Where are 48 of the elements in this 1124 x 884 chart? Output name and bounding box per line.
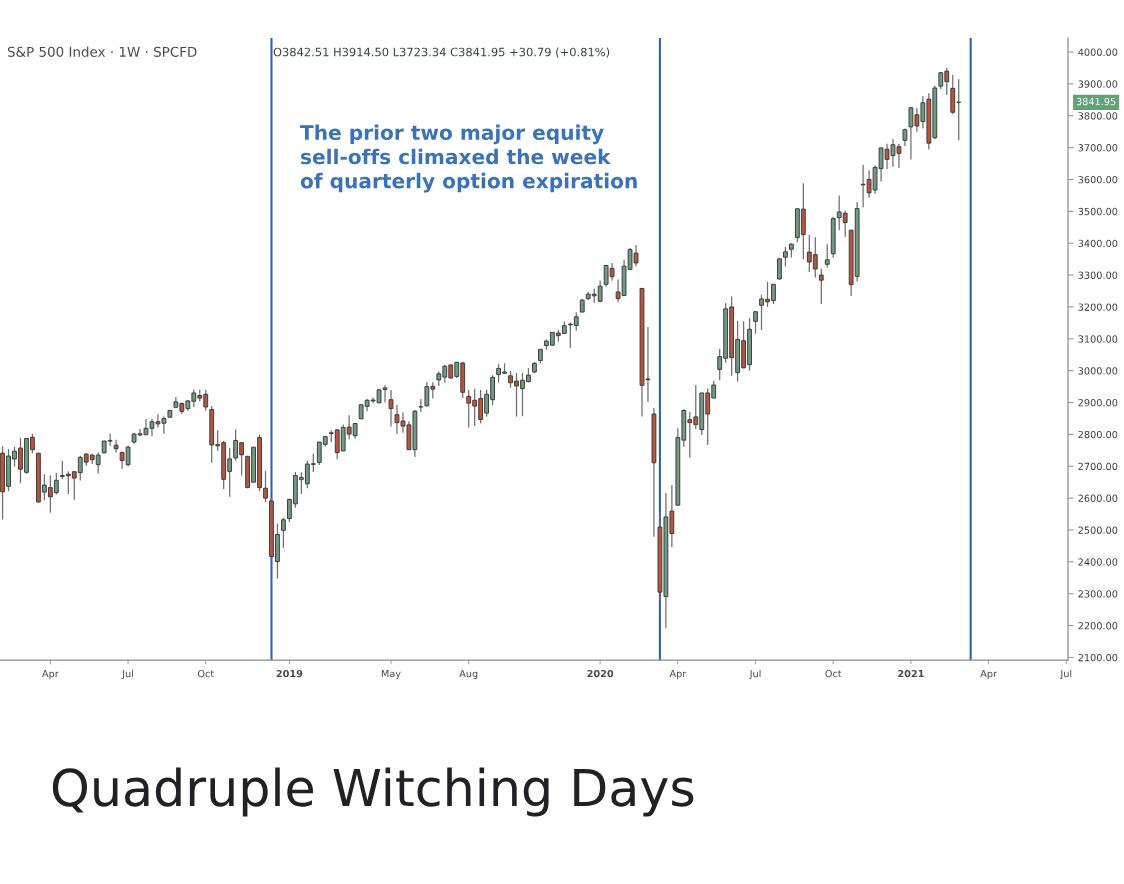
x-tick-label: Apr [980, 670, 998, 680]
candlestick [388, 389, 394, 428]
y-tick-label: 2400.00 [1078, 558, 1118, 566]
annotation: O3842.51 H3914.50 L3723.34 C3841.95 +30.79 (+0.81%) [273, 47, 610, 58]
y-tick-label: 2300.00 [1078, 590, 1118, 598]
y-tick-label: 3300.00 [1078, 271, 1118, 279]
x-tick-label: Jul [749, 669, 761, 680]
y-tick-label: 3400.00 [1078, 239, 1118, 248]
x-tick-label: May [381, 670, 401, 680]
candlestick [113, 439, 119, 454]
y-tick-label: 2600.00 [1078, 494, 1118, 502]
y-tick-label: 4000.00 [1078, 48, 1118, 56]
y-tick-label: 3900.00 [1078, 80, 1118, 88]
annotation: The prior two major equity sell-offs climaxed the week of quarterly option expiration [300, 124, 637, 193]
y-tick-label: 2500.00 [1078, 526, 1118, 534]
candlestick [753, 310, 758, 335]
y-tick-label: 3500.00 [1078, 207, 1118, 216]
x-tick-label: Apr [669, 670, 687, 680]
x-tick-label: 2019 [276, 669, 303, 678]
y-tick-label: 3600.00 [1078, 175, 1118, 184]
candlestick [418, 398, 424, 413]
candlestick [783, 246, 788, 268]
candlestick [777, 257, 782, 281]
y-tick-label: 2200.00 [1078, 622, 1118, 630]
candlestick [824, 243, 830, 269]
x-tick-label: Jul [1059, 669, 1072, 680]
y-tick-label: 3000.00 [1078, 367, 1118, 375]
y-tick-label: 3700.00 [1078, 144, 1118, 152]
x-tick-label: Jul [121, 669, 134, 680]
x-tick-label: 2021 [898, 669, 924, 678]
text: Quadruple Witching Days [52, 767, 694, 817]
candlestick [281, 517, 286, 549]
candlestick [263, 470, 268, 503]
y-tick-label: 2800.00 [1078, 430, 1118, 439]
x-tick-label: Oct [197, 669, 214, 678]
x-tick-label: Oct [825, 669, 842, 678]
candlestick [818, 268, 824, 305]
x-tick-label: Aug [459, 670, 478, 680]
y-tick-label: 3800.00 [1078, 112, 1118, 120]
x-tick-label: 2020 [587, 669, 614, 678]
text: 3841.95 [1076, 97, 1116, 106]
text: S&P 500 Index · 1W · SPCFD [7, 46, 197, 57]
y-tick-label: 3200.00 [1078, 303, 1118, 311]
y-tick-label: 3100.00 [1078, 335, 1118, 343]
y-tick-label: 2700.00 [1078, 462, 1118, 471]
y-tick-label: 2100.00 [1078, 653, 1118, 662]
x-tick-label: Apr [42, 670, 59, 680]
y-tick-label: 2900.00 [1078, 399, 1118, 407]
